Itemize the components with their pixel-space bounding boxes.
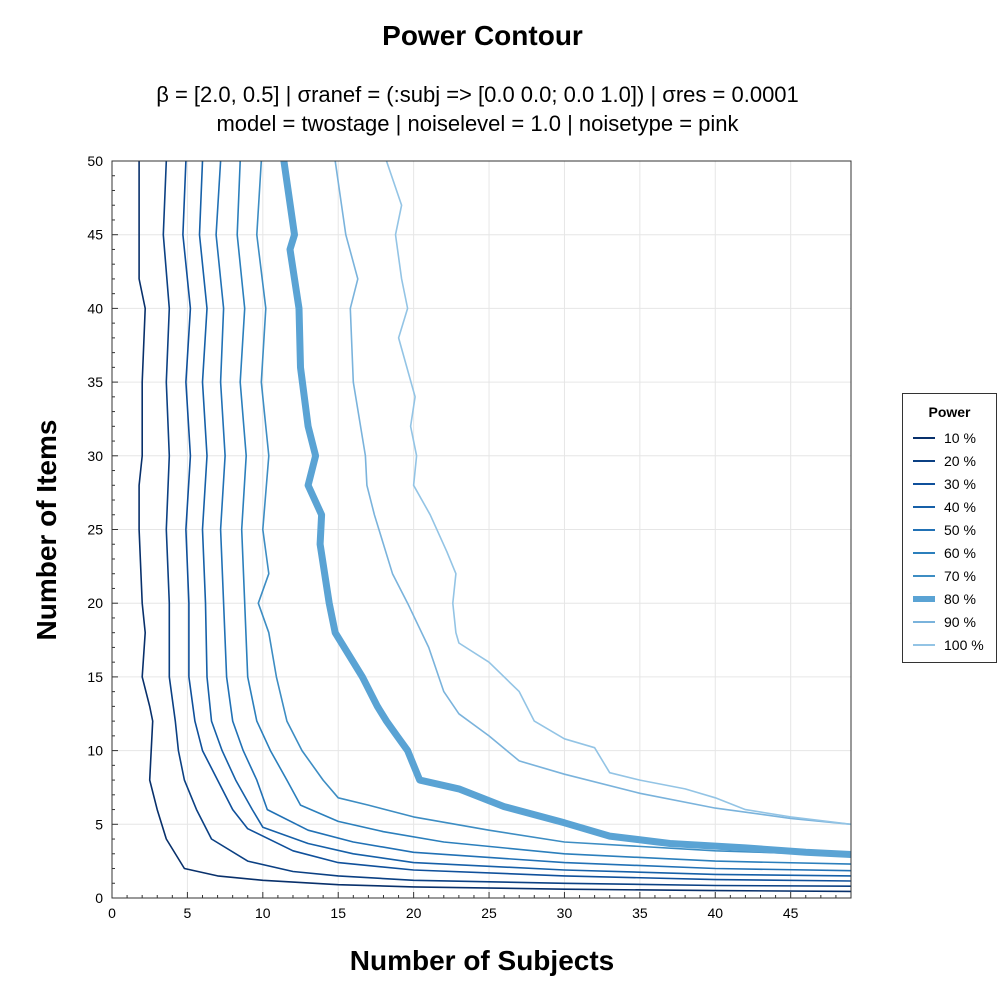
x-tick-label: 45: [783, 905, 799, 921]
contour-line-60pct: [236, 160, 852, 865]
y-tick-label: 40: [87, 300, 103, 316]
x-tick-label: 10: [255, 905, 271, 921]
y-tick-label: 15: [87, 669, 103, 685]
contour-line-70pct: [255, 160, 852, 857]
legend-item-10pct: 10 %: [903, 426, 996, 449]
legend-item-70pct: 70 %: [903, 564, 996, 587]
legend-item-20pct: 20 %: [903, 449, 996, 472]
legend-label: 60 %: [944, 544, 976, 561]
legend-label: 20 %: [944, 452, 976, 469]
x-tick-label: 20: [406, 905, 422, 921]
grid-lines: [112, 161, 851, 898]
chart-subtitle-line-1: β = [2.0, 0.5] | σranef = (:subj => [0.0…: [156, 82, 799, 107]
legend-label: 90 %: [944, 613, 976, 630]
chart-title: Power Contour: [382, 20, 583, 51]
legend-swatch: [913, 528, 935, 531]
legend-swatch: [913, 620, 935, 623]
legend-label: 80 %: [944, 590, 976, 607]
contour-line-10pct: [138, 161, 852, 893]
legend-items: 10 % 20 % 30 % 40 % 50 % 60 % 70 % 80 % 90 % 100 …: [903, 426, 996, 656]
legend-item-40pct: 40 %: [903, 495, 996, 518]
legend-item-100pct: 100 %: [903, 633, 996, 656]
x-tick-label: 35: [632, 905, 648, 921]
legend-swatch: [913, 505, 935, 508]
contour-line-30pct: [182, 160, 852, 882]
contour-line-100pct: [385, 160, 852, 826]
x-tick-label: 0: [108, 905, 116, 921]
y-tick-label: 5: [95, 816, 103, 832]
x-tick-label: 5: [184, 905, 192, 921]
y-tick-label: 45: [87, 227, 103, 243]
y-tick-label: 50: [87, 153, 103, 169]
legend-swatch: [913, 551, 935, 554]
x-tick-label: 40: [707, 905, 723, 921]
contour-line-50pct: [215, 160, 852, 872]
legend-swatch: [913, 436, 935, 439]
contour-line-90pct: [334, 160, 852, 826]
legend-label: 30 %: [944, 475, 976, 492]
contour-lines: [138, 160, 852, 893]
legend-swatch: [913, 459, 935, 462]
legend-swatch: [913, 643, 935, 646]
y-tick-label: 10: [87, 743, 103, 759]
legend-item-50pct: 50 %: [903, 518, 996, 541]
y-tick-label: 35: [87, 374, 103, 390]
legend-label: 70 %: [944, 567, 976, 584]
x-axis-label: Number of Subjects: [349, 945, 615, 976]
legend-swatch: [913, 595, 935, 602]
legend-title: Power: [928, 404, 971, 420]
contour-line-40pct: [198, 160, 852, 877]
x-tick-label: 30: [557, 905, 573, 921]
legend-item-80pct: 80 %: [903, 587, 996, 610]
legend-label: 40 %: [944, 498, 976, 515]
y-tick-label: 0: [95, 890, 103, 906]
legend-swatch: [913, 482, 935, 485]
legend-item-60pct: 60 %: [903, 541, 996, 564]
y-tick-label: 20: [87, 595, 103, 611]
contour-line-80pct: [280, 160, 852, 858]
legend-label: 50 %: [944, 521, 976, 538]
legend-swatch: [913, 574, 935, 577]
contour-line-20pct: [162, 160, 852, 888]
legend-item-30pct: 30 %: [903, 472, 996, 495]
axis-ticks: 0 5 10 15 20 25 30 35 40 45 0 5 10 15 20 25 30 35 40 45 50: [87, 153, 852, 921]
legend-label: 100 %: [944, 636, 984, 653]
legend-item-90pct: 90 %: [903, 610, 996, 633]
x-tick-label: 25: [481, 905, 497, 921]
y-tick-label: 25: [87, 522, 103, 538]
chart-subtitle-line-2: model = twostage | noiselevel = 1.0 | no…: [216, 111, 739, 136]
x-tick-label: 15: [330, 905, 346, 921]
y-axis-label: Number of Items: [31, 419, 62, 641]
legend-label: 10 %: [944, 429, 976, 446]
legend: Power 10 % 20 % 30 % 40 % 50 % 60 % 70 % 80 % 90…: [902, 393, 997, 663]
y-tick-label: 30: [87, 448, 103, 464]
